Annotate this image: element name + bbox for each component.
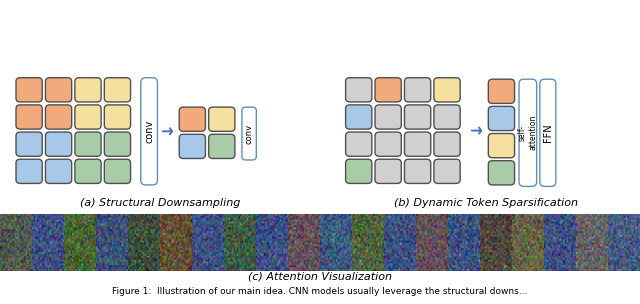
FancyBboxPatch shape: [179, 107, 205, 131]
FancyBboxPatch shape: [16, 78, 42, 102]
FancyBboxPatch shape: [519, 79, 536, 186]
FancyBboxPatch shape: [75, 132, 101, 156]
Text: (b) Dynamic Token Sparsification: (b) Dynamic Token Sparsification: [394, 198, 579, 208]
Text: FFN: FFN: [543, 123, 553, 142]
FancyBboxPatch shape: [45, 105, 72, 129]
FancyBboxPatch shape: [346, 132, 372, 156]
FancyBboxPatch shape: [242, 107, 256, 160]
FancyBboxPatch shape: [404, 159, 431, 183]
FancyBboxPatch shape: [16, 159, 42, 183]
Text: self-
attention: self- attention: [518, 115, 538, 150]
FancyBboxPatch shape: [346, 159, 372, 183]
FancyBboxPatch shape: [434, 105, 460, 129]
FancyBboxPatch shape: [375, 78, 401, 102]
FancyBboxPatch shape: [375, 132, 401, 156]
FancyBboxPatch shape: [488, 106, 515, 131]
FancyBboxPatch shape: [75, 105, 101, 129]
FancyBboxPatch shape: [209, 107, 235, 131]
FancyBboxPatch shape: [346, 78, 372, 102]
FancyBboxPatch shape: [104, 105, 131, 129]
FancyBboxPatch shape: [179, 134, 205, 158]
FancyBboxPatch shape: [104, 78, 131, 102]
FancyBboxPatch shape: [75, 159, 101, 183]
Text: Figure 1:  Illustration of our main idea. CNN models usually leverage the struct: Figure 1: Illustration of our main idea.…: [112, 287, 528, 296]
FancyBboxPatch shape: [209, 134, 235, 158]
FancyBboxPatch shape: [45, 78, 72, 102]
FancyBboxPatch shape: [404, 78, 431, 102]
FancyBboxPatch shape: [434, 78, 460, 102]
FancyBboxPatch shape: [75, 78, 101, 102]
Text: conv: conv: [244, 123, 253, 143]
FancyBboxPatch shape: [45, 159, 72, 183]
Text: (c) Attention Visualization: (c) Attention Visualization: [248, 272, 392, 282]
Text: conv: conv: [144, 120, 154, 143]
FancyBboxPatch shape: [375, 105, 401, 129]
FancyBboxPatch shape: [141, 78, 157, 185]
FancyBboxPatch shape: [375, 159, 401, 183]
FancyBboxPatch shape: [346, 105, 372, 129]
FancyBboxPatch shape: [488, 161, 515, 185]
FancyBboxPatch shape: [404, 105, 431, 129]
FancyBboxPatch shape: [434, 159, 460, 183]
FancyBboxPatch shape: [104, 159, 131, 183]
FancyBboxPatch shape: [488, 133, 515, 158]
FancyBboxPatch shape: [104, 132, 131, 156]
FancyBboxPatch shape: [488, 79, 515, 103]
FancyBboxPatch shape: [16, 132, 42, 156]
FancyBboxPatch shape: [45, 132, 72, 156]
Text: (a) Structural Downsampling: (a) Structural Downsampling: [80, 198, 240, 208]
FancyBboxPatch shape: [16, 105, 42, 129]
FancyBboxPatch shape: [404, 132, 431, 156]
FancyBboxPatch shape: [434, 132, 460, 156]
FancyBboxPatch shape: [540, 79, 556, 186]
